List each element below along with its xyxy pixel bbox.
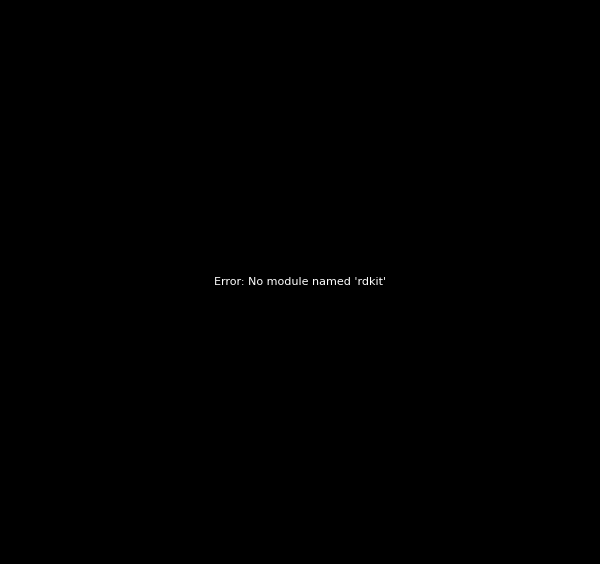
Text: Error: No module named 'rdkit': Error: No module named 'rdkit': [214, 277, 386, 287]
